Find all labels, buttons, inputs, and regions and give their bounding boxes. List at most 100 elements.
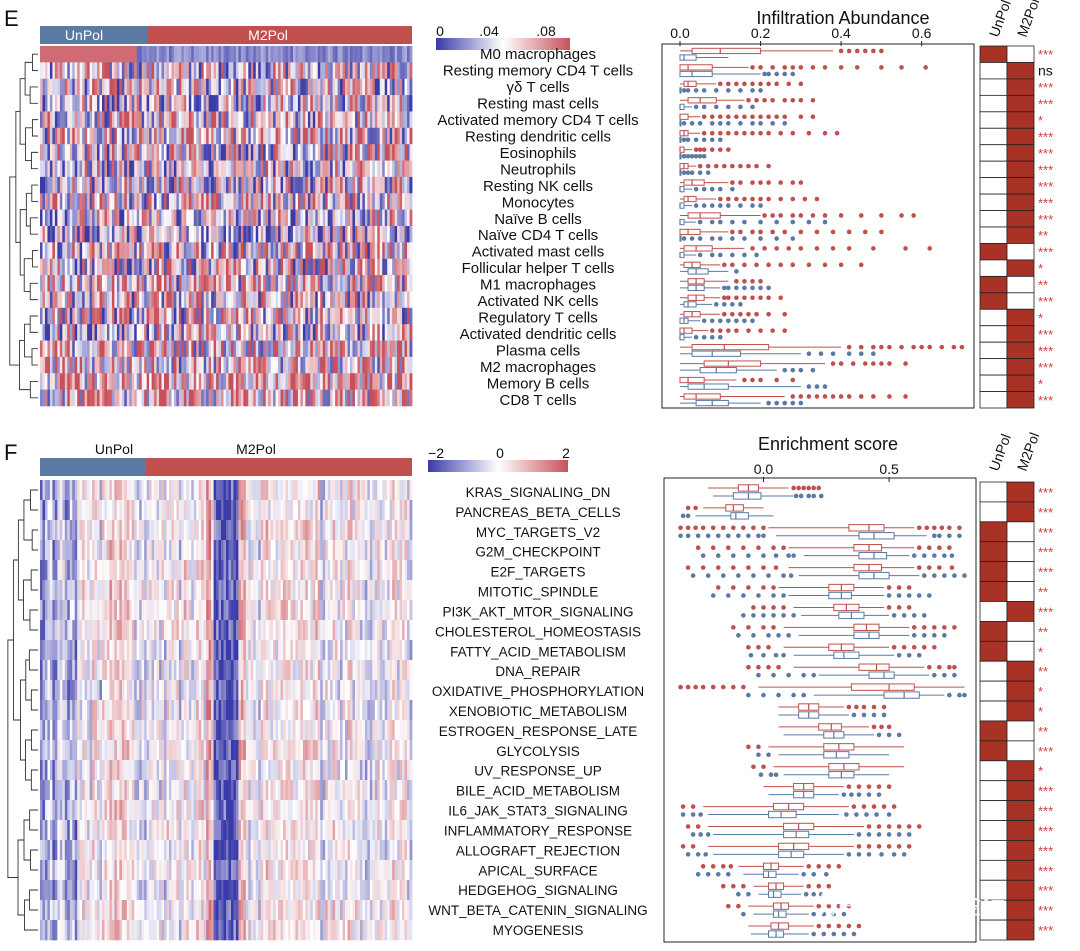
heatmap-cell	[273, 78, 276, 96]
heatmap-cell	[154, 480, 157, 501]
heatmap-cell	[223, 258, 227, 276]
heatmap-cell	[126, 560, 130, 581]
heatmap-cell	[340, 242, 343, 260]
heatmap-cell	[84, 356, 88, 374]
heatmap-cell	[196, 500, 200, 521]
heatmap-cell	[141, 46, 145, 63]
heatmap-cell	[233, 127, 237, 145]
heatmap-cell	[337, 373, 341, 390]
heatmap-cell	[92, 242, 95, 260]
heatmap-cell	[208, 127, 212, 145]
heatmap-cell	[253, 389, 257, 407]
heatmap-cell	[183, 242, 187, 260]
heatmap-cell	[288, 111, 291, 129]
heatmap-cell	[250, 540, 254, 561]
heatmap-cell	[285, 46, 289, 63]
heatmap-cell	[240, 226, 244, 243]
heatmap-cell	[270, 324, 274, 341]
heatmap-cell	[131, 324, 135, 341]
significance-label: **	[1038, 278, 1048, 293]
m2pol-outlier	[790, 65, 796, 70]
heatmap-cell	[92, 540, 95, 561]
heatmap-cell	[268, 258, 272, 276]
heatmap-cell	[350, 520, 353, 541]
heatmap-cell	[203, 324, 207, 341]
heatmap-cell	[263, 95, 267, 112]
heatmap-cell	[109, 127, 113, 145]
heatmap-cell	[62, 291, 66, 309]
heatmap-cell	[317, 62, 321, 80]
heatmap-cell	[151, 242, 155, 260]
heatmap-cell	[268, 226, 272, 243]
heatmap-cell	[144, 242, 148, 260]
heatmap-cell	[347, 160, 351, 178]
heatmap-cell	[327, 95, 331, 112]
significance-label: ***	[1038, 130, 1053, 145]
enrich-cell-m2pol	[1006, 177, 1035, 195]
heatmap-cell	[173, 176, 177, 194]
heatmap-cell	[79, 226, 83, 243]
heatmap-cell	[144, 78, 148, 96]
heatmap-cell	[178, 520, 182, 541]
heatmap-cell	[52, 324, 56, 341]
heatmap-cell	[315, 111, 319, 129]
heatmap-cell	[273, 324, 276, 341]
heatmap-cell	[369, 307, 373, 325]
heatmap-cell	[340, 500, 343, 521]
heatmap-cell	[283, 127, 286, 145]
heatmap-cell	[280, 520, 284, 541]
row-label: Activated memory CD4 T cells	[437, 112, 638, 129]
heatmap-cell	[87, 389, 90, 407]
heatmap-cell	[186, 356, 190, 374]
heatmap-cell	[377, 258, 381, 276]
heatmap-cell	[126, 46, 130, 63]
heatmap-cell	[164, 520, 167, 541]
heatmap-cell	[134, 46, 138, 63]
heatmap-cell	[387, 307, 391, 325]
heatmap-cell	[357, 144, 361, 161]
heatmap-cell	[111, 144, 115, 161]
heatmap-cell	[337, 480, 341, 501]
heatmap-cell	[248, 291, 252, 309]
heatmap-cell	[203, 500, 207, 521]
heatmap-cell	[226, 226, 229, 243]
heatmap-cell	[168, 291, 172, 309]
heatmap-cell	[372, 600, 376, 621]
heatmap-cell	[273, 291, 276, 309]
heatmap-cell	[149, 389, 152, 407]
heatmap-cell	[354, 480, 358, 501]
heatmap-cell	[156, 540, 160, 561]
heatmap-cell	[74, 307, 78, 325]
heatmap-cell	[377, 291, 381, 309]
heatmap-cell	[104, 95, 108, 112]
heatmap-cell	[213, 209, 217, 227]
m2pol-outlier	[778, 130, 783, 136]
heatmap-cell	[208, 580, 212, 601]
heatmap-cell	[131, 46, 135, 63]
heatmap-cell	[89, 258, 93, 276]
heatmap-cell	[357, 62, 361, 80]
heatmap-cell	[362, 95, 366, 112]
heatmap-cell	[397, 373, 400, 390]
heatmap-cell	[317, 242, 321, 260]
heatmap-cell	[243, 389, 247, 407]
heatmap-cell	[129, 258, 133, 276]
unpol-outlier	[730, 219, 735, 225]
heatmap-cell	[332, 78, 336, 96]
heatmap-cell	[183, 144, 187, 161]
heatmap-cell	[171, 144, 175, 161]
heatmap-cell	[99, 176, 103, 194]
heatmap-cell	[374, 540, 378, 561]
heatmap-cell	[156, 520, 160, 541]
heatmap-cell	[52, 144, 56, 161]
unpol-outlier	[730, 186, 735, 192]
m2pol-outlier	[858, 213, 864, 218]
heatmap-cell	[305, 127, 309, 145]
heatmap-cell	[288, 95, 291, 112]
m2pol-outlier	[790, 130, 796, 136]
heatmap-cell	[92, 580, 95, 601]
heatmap-cell	[404, 480, 408, 501]
heatmap-cell	[216, 324, 219, 341]
heatmap-cell	[40, 340, 43, 358]
unpol-outlier	[822, 384, 828, 389]
